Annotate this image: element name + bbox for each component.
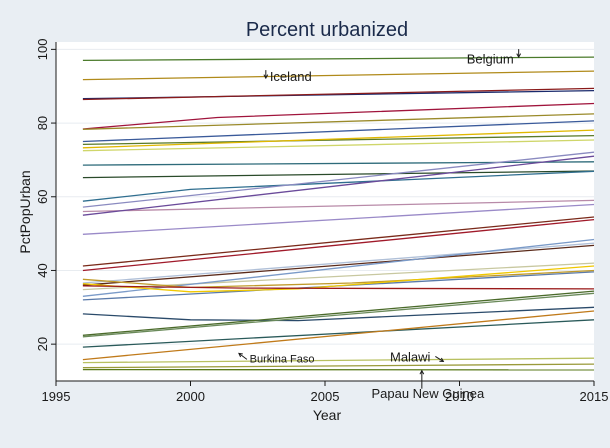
annotation-malawi: Malawi: [390, 350, 431, 365]
annotation-iceland: Iceland: [270, 69, 312, 84]
annotation-papau-new-guinea: Papau New Guinea: [371, 386, 485, 401]
x-axis-label: Year: [313, 407, 342, 423]
x-tick-label-2000: 2000: [176, 389, 205, 404]
annotation-burkina-faso: Burkina Faso: [250, 354, 315, 366]
y-tick-label-40: 40: [35, 263, 50, 277]
x-tick-label-2005: 2005: [311, 389, 340, 404]
x-tick-label-1995: 1995: [42, 389, 71, 404]
y-axis-label: PctPopUrban: [17, 170, 33, 253]
x-tick-label-2015: 2015: [580, 389, 609, 404]
y-tick-label-60: 60: [35, 190, 50, 204]
chart-title: Percent urbanized: [246, 19, 408, 41]
y-tick-label-20: 20: [35, 337, 50, 351]
y-tick-label-100: 100: [35, 39, 50, 61]
y-tick-label-80: 80: [35, 116, 50, 130]
annotation-belgium: Belgium: [467, 51, 514, 66]
